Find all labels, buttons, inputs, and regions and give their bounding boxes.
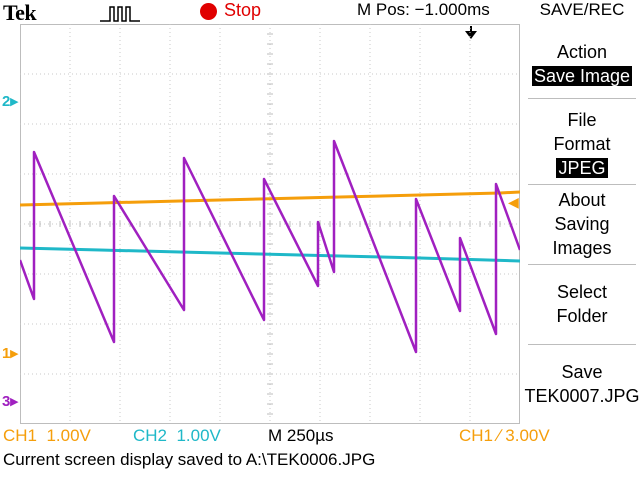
stop-indicator-icon xyxy=(200,3,217,20)
pulse-edge-icon xyxy=(100,6,140,22)
ch1-ground-marker[interactable]: 1▸ xyxy=(2,345,18,362)
waveform-display[interactable] xyxy=(20,24,520,424)
trigger-level-arrow-icon[interactable]: ◀ xyxy=(508,194,519,210)
run-state-label: Stop xyxy=(224,0,262,20)
brand-logo: Tek xyxy=(3,0,37,25)
trigger-readout: CH1 ∕ 3.00V xyxy=(459,426,550,445)
main-position-readout: M Pos: −1.000ms xyxy=(357,0,490,19)
file-format-button[interactable]: File Format JPEG xyxy=(553,110,611,178)
trigger-position-arrow-icon xyxy=(465,26,477,39)
menu-divider xyxy=(528,264,636,265)
menu-divider xyxy=(528,344,636,345)
menu-title: SAVE/REC xyxy=(539,0,625,19)
menu-divider xyxy=(528,98,636,99)
top-status-bar: Tek Stop M Pos: −1.000ms SAVE/REC xyxy=(0,0,640,25)
ch1-scale-readout: CH1 1.00V xyxy=(3,426,91,445)
ch2-trace xyxy=(20,246,520,263)
timebase-readout: M 250µs xyxy=(268,426,334,445)
graticule xyxy=(20,24,520,424)
action-value: Save Image xyxy=(531,66,633,86)
menu-divider xyxy=(528,184,636,185)
select-folder-button[interactable]: Select Folder xyxy=(556,282,608,326)
action-menu-button[interactable]: Action Save Image xyxy=(531,42,633,86)
channel-status-bar: CH1 1.00V CH2 1.00V M 250µs CH1 ∕ 3.00V xyxy=(0,426,640,448)
file-format-value: JPEG xyxy=(556,158,608,178)
ch2-ground-marker[interactable]: 2▸ xyxy=(2,93,18,110)
ch3-trace xyxy=(20,139,520,354)
save-file-button[interactable]: Save TEK0007.JPG xyxy=(524,362,640,406)
about-saving-images-button[interactable]: About Saving Images xyxy=(552,190,612,258)
side-menu: Action Save Image File Format JPEG About… xyxy=(524,24,640,424)
ch3-ground-marker[interactable]: 3▸ xyxy=(2,393,18,410)
ch2-scale-readout: CH2 1.00V xyxy=(133,426,221,445)
status-message: Current screen display saved to A:\TEK00… xyxy=(3,450,376,469)
